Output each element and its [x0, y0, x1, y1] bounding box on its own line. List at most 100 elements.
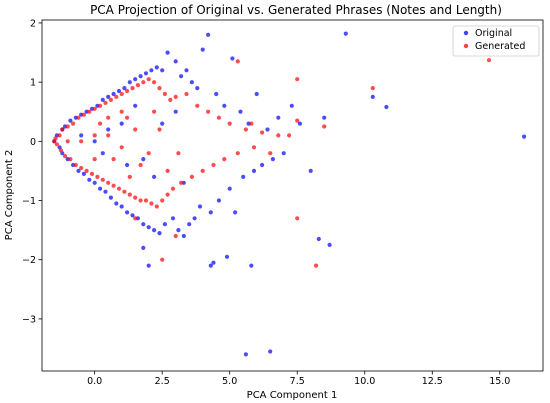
data-point-original: [133, 77, 137, 81]
chart-title: PCA Projection of Original vs. Generated…: [90, 3, 502, 17]
data-point-generated: [139, 198, 143, 202]
data-point-generated: [82, 113, 86, 117]
data-point-original: [225, 255, 229, 259]
data-point-original: [98, 187, 102, 191]
x-tick-label: 10.0: [354, 376, 375, 387]
data-point-original: [157, 231, 161, 235]
data-point-original: [139, 74, 143, 78]
data-point-generated: [59, 148, 63, 152]
data-point-generated: [171, 187, 175, 191]
data-point-generated: [79, 166, 83, 170]
data-point-generated: [90, 172, 94, 176]
data-point-generated: [85, 169, 89, 173]
data-point-generated: [141, 80, 145, 84]
y-axis: −3 −2 −1 0 1 2: [22, 18, 42, 325]
data-point-generated: [179, 181, 183, 185]
data-point-generated: [106, 181, 110, 185]
data-point-original: [141, 157, 145, 161]
data-point-generated: [144, 198, 148, 202]
data-point-original: [125, 210, 129, 214]
data-point-generated: [314, 264, 318, 268]
data-point-original: [141, 222, 145, 226]
data-point-generated: [160, 198, 164, 202]
data-point-generated: [93, 107, 97, 111]
data-point-generated: [201, 169, 205, 173]
data-point-generated: [184, 92, 188, 96]
data-point-generated: [68, 157, 72, 161]
data-point-original: [190, 80, 194, 84]
legend-label-generated: Generated: [475, 41, 525, 52]
data-point-original: [238, 110, 242, 114]
data-point-original: [103, 190, 107, 194]
data-point-generated: [252, 145, 256, 149]
data-point-original: [160, 122, 164, 126]
data-point-original: [228, 187, 232, 191]
data-point-original: [265, 127, 269, 131]
data-point-generated: [120, 145, 124, 149]
data-point-generated: [295, 216, 299, 220]
data-point-original: [152, 175, 156, 179]
y-tick-label: −3: [22, 314, 36, 325]
data-point-original: [120, 122, 124, 126]
x-tick-label: 7.5: [290, 376, 305, 387]
data-point-generated: [174, 234, 178, 238]
data-point-original: [322, 116, 326, 120]
data-point-original: [149, 68, 153, 72]
data-point-original: [93, 181, 97, 185]
data-point-original: [230, 56, 234, 60]
x-tick-label: 5.0: [222, 376, 237, 387]
data-point-original: [268, 349, 272, 353]
x-axis: 0.0 2.5 5.0 7.5 10.0 12.5 15.0: [87, 371, 510, 387]
data-point-original: [290, 104, 294, 108]
data-point-original: [101, 151, 105, 155]
data-point-original: [260, 163, 264, 167]
data-point-generated: [106, 133, 110, 137]
data-point-original: [179, 74, 183, 78]
data-point-generated: [109, 98, 113, 102]
data-point-generated: [98, 122, 102, 126]
data-point-original: [166, 51, 170, 55]
data-point-original: [155, 65, 159, 69]
data-point-generated: [236, 59, 240, 63]
data-point-original: [133, 104, 137, 108]
data-point-original: [144, 71, 148, 75]
data-point-original: [206, 33, 210, 37]
data-point-generated: [79, 139, 83, 143]
x-tick-label: 12.5: [422, 376, 443, 387]
data-point-generated: [287, 133, 291, 137]
data-point-generated: [76, 116, 80, 120]
data-point-generated: [125, 89, 129, 93]
data-point-generated: [133, 216, 137, 220]
data-point-generated: [133, 127, 137, 131]
legend-marker-original: [464, 31, 468, 35]
data-point-generated: [55, 142, 59, 146]
y-tick-label: 0: [30, 137, 36, 148]
data-point-generated: [66, 139, 70, 143]
data-point-original: [160, 68, 164, 72]
data-point-original: [93, 139, 97, 143]
data-point-original: [201, 48, 205, 52]
data-point-generated: [136, 83, 140, 87]
data-point-generated: [87, 110, 91, 114]
x-tick-label: 0.0: [87, 376, 102, 387]
data-point-original: [241, 175, 245, 179]
data-point-generated: [276, 133, 280, 137]
data-point-original: [217, 198, 221, 202]
data-point-generated: [260, 130, 264, 134]
data-point-generated: [98, 104, 102, 108]
data-point-original: [114, 201, 118, 205]
data-point-original: [182, 234, 186, 238]
data-point-generated: [157, 127, 161, 131]
data-point-original: [147, 264, 151, 268]
data-point-original: [87, 178, 91, 182]
data-point-original: [317, 237, 321, 241]
data-point-generated: [58, 133, 62, 137]
data-point-original: [141, 246, 145, 250]
x-tick-label: 2.5: [155, 376, 170, 387]
data-point-generated: [371, 86, 375, 90]
data-point-original: [174, 110, 178, 114]
data-point-original: [128, 80, 132, 84]
plot-area: [52, 31, 526, 356]
data-point-original: [371, 95, 375, 99]
